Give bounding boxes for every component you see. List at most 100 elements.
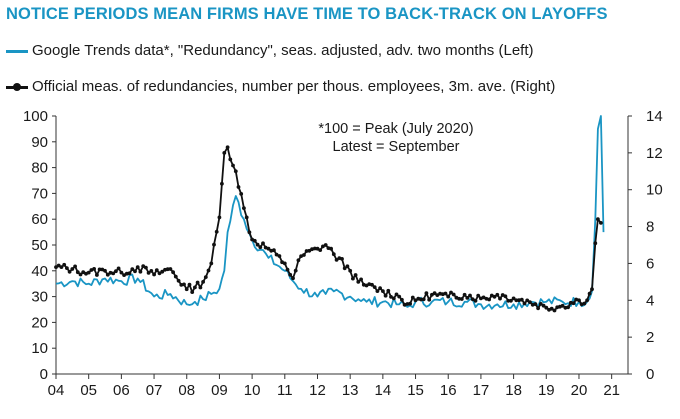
annotation-peak-note: *100 = Peak (July 2020)	[318, 121, 473, 137]
official-data-point	[171, 270, 176, 275]
official-data-point	[571, 301, 576, 306]
official-data-point	[105, 272, 110, 277]
x-tick-label: 09	[211, 382, 228, 399]
official-data-point	[220, 181, 224, 186]
legend-swatch-google	[6, 46, 28, 56]
x-tick-label: 21	[603, 382, 620, 399]
x-tick-label: 07	[146, 382, 163, 399]
x-tick-label: 18	[505, 382, 522, 399]
official-data-point	[462, 292, 467, 297]
official-data-point	[86, 270, 91, 275]
official-data-point	[465, 296, 470, 300]
official-data-point	[353, 273, 358, 277]
official-data-point	[470, 297, 475, 302]
official-data-point	[582, 301, 587, 306]
official-data-point	[495, 292, 500, 297]
official-data-point	[231, 163, 235, 168]
legend-label-official: Official meas. of redundancies, number p…	[32, 78, 556, 95]
official-data-point	[389, 295, 393, 299]
official-data-point	[533, 302, 538, 306]
legend-swatch-official	[6, 82, 28, 92]
official-data-point	[130, 267, 135, 271]
official-data-point	[342, 266, 347, 271]
official-data-point	[528, 300, 532, 304]
official-data-point	[503, 294, 508, 299]
official-data-point	[340, 257, 344, 261]
official-data-point	[228, 157, 233, 162]
official-data-point	[288, 272, 293, 277]
left-tick-label: 80	[31, 160, 48, 177]
left-tick-label: 40	[31, 263, 48, 280]
official-data-point	[173, 274, 178, 279]
official-data-point	[457, 296, 461, 301]
official-data-point	[577, 298, 581, 303]
official-data-point	[168, 267, 173, 271]
right-tick-label: 8	[646, 219, 654, 236]
official-data-point	[135, 265, 140, 269]
official-data-point	[203, 275, 208, 279]
official-data-point	[585, 298, 589, 303]
official-data-point	[459, 297, 464, 301]
official-data-point	[59, 265, 64, 269]
official-data-point	[97, 267, 102, 272]
x-tick-label: 11	[277, 382, 293, 399]
right-tick-label: 10	[646, 182, 663, 199]
official-data-point	[296, 258, 301, 263]
official-data-point	[517, 298, 521, 303]
official-data-point	[351, 276, 355, 281]
official-data-point	[329, 246, 333, 251]
official-data-point	[182, 282, 186, 287]
x-tick-label: 14	[375, 382, 392, 399]
official-data-point	[514, 298, 519, 303]
official-data-point	[587, 291, 592, 296]
official-data-point	[394, 292, 399, 297]
left-tick-label: 50	[31, 237, 48, 254]
x-tick-label: 20	[571, 382, 588, 399]
right-tick-label: 2	[646, 329, 654, 346]
official-data-point	[506, 298, 511, 303]
x-tick-label: 08	[178, 382, 195, 399]
official-data-point	[345, 264, 350, 269]
left-tick-label: 60	[31, 211, 48, 228]
right-tick-label: 4	[646, 292, 654, 309]
official-data-point	[525, 298, 530, 303]
left-tick-label: 0	[40, 366, 48, 383]
official-data-point	[386, 288, 391, 293]
x-tick-label: 17	[473, 382, 490, 399]
official-data-point	[323, 243, 328, 247]
official-data-point	[476, 293, 481, 298]
x-tick-label: 05	[80, 382, 97, 399]
official-data-point	[424, 291, 429, 295]
official-data-point	[397, 294, 402, 299]
official-data-point	[239, 192, 244, 196]
official-data-point	[590, 287, 594, 292]
left-tick-label: 30	[31, 289, 48, 306]
official-data-point	[277, 254, 282, 258]
official-data-point	[321, 244, 325, 249]
official-data-point	[261, 241, 265, 246]
right-tick-label: 0	[646, 366, 654, 383]
official-data-point	[95, 273, 99, 277]
official-data-point	[356, 280, 361, 284]
official-data-point	[312, 246, 317, 251]
official-data-point	[81, 270, 86, 275]
official-data-point	[119, 270, 124, 275]
official-data-point	[348, 268, 353, 273]
x-tick-label: 15	[407, 382, 424, 399]
official-data-point	[400, 297, 404, 302]
official-data-point	[206, 268, 211, 273]
official-data-point	[285, 267, 290, 272]
official-data-point	[65, 266, 69, 270]
official-data-point	[154, 268, 159, 272]
official-data-point	[103, 268, 107, 273]
right-tick-label: 12	[646, 145, 663, 162]
chart-series	[54, 115, 605, 313]
official-data-point	[375, 289, 380, 293]
official-data-point	[78, 272, 83, 277]
official-data-point	[549, 306, 554, 311]
official-data-point	[599, 221, 603, 225]
official-data-point	[372, 285, 377, 289]
official-data-point	[184, 287, 189, 292]
official-data-point	[70, 267, 75, 271]
official-data-point	[370, 282, 374, 287]
